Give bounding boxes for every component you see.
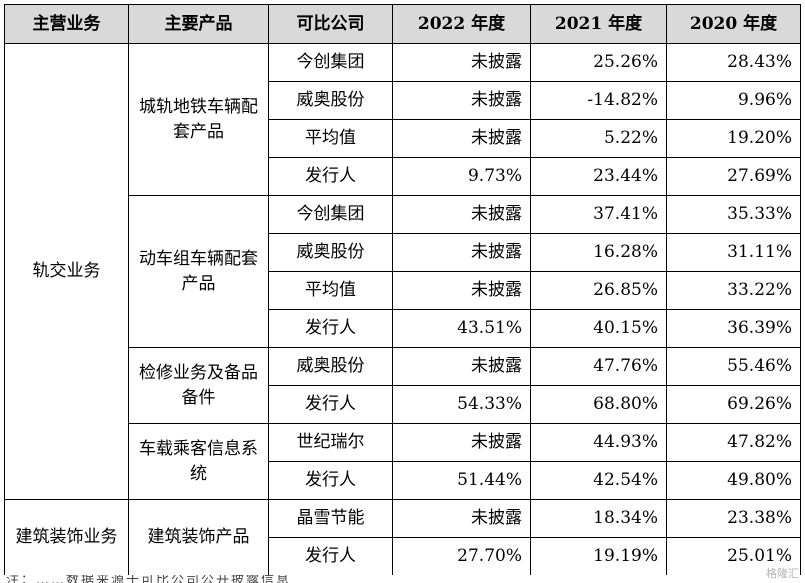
value-2021-cell: 19.19% (530, 537, 667, 576)
company-cell: 威奥股份 (268, 81, 393, 120)
value-2022-cell: 未披露 (392, 81, 531, 120)
value-2021-cell: 44.93% (530, 423, 667, 462)
value-2022-cell: 未披露 (392, 119, 531, 158)
value-2022-cell: 未披露 (392, 423, 531, 462)
value-2020-cell: 47.82% (666, 423, 801, 462)
table-body: 轨交业务 城轨地铁车辆配套产品 今创集团 未披露 25.26% 28.43% 威奥股份 未披露… (4, 43, 801, 576)
value-2021-cell: 47.76% (530, 347, 667, 386)
table-row: 平均值 未披露 5.22% 19.20% (5, 119, 801, 158)
value-2021-cell: 25.26% (530, 43, 667, 82)
value-2022-cell: 未披露 (392, 233, 531, 272)
watermark-logo: 格隆汇 (766, 567, 799, 580)
header-segment: 主营业务 (4, 4, 129, 44)
table-row: 检修业务及备品备件 威奥股份 未披露 47.76% 55.46% (5, 347, 801, 424)
product-cell: 动车组车辆配套产品 (128, 195, 269, 348)
value-2020-cell: 69.26% (666, 385, 801, 424)
header-2020: 2020 年度 (666, 4, 801, 44)
value-2022-cell: 未披露 (392, 347, 531, 386)
value-2020-cell: 23.38% (666, 499, 801, 538)
value-2021-cell: 42.54% (530, 461, 667, 500)
value-2021-cell: 18.34% (530, 499, 667, 538)
value-2022-cell: 43.51% (392, 309, 531, 348)
value-2020-cell: 19.20% (666, 119, 801, 158)
value-2020-cell: 31.11% (666, 233, 801, 272)
header-company: 可比公司 (268, 4, 393, 44)
header-2022: 2022 年度 (392, 4, 531, 44)
product-cell: 城轨地铁车辆配套产品 (128, 43, 269, 196)
value-2021-cell: 40.15% (530, 309, 667, 348)
company-cell: 发行人 (268, 309, 393, 348)
company-cell: 今创集团 (268, 195, 393, 234)
value-2022-cell: 未披露 (392, 271, 531, 310)
value-2021-cell: -14.82% (530, 81, 667, 120)
value-2020-cell: 27.69% (666, 157, 801, 196)
company-cell: 平均值 (268, 119, 393, 158)
comparison-table: 主营业务 主要产品 可比公司 2022 年度 2021 年度 2020 年度 轨… (4, 4, 801, 576)
table-row: 发行人 27.70% 19.19% 25.01% (5, 537, 801, 576)
product-cell: 车载乘客信息系统 (128, 423, 269, 500)
value-2020-cell: 55.46% (666, 347, 801, 386)
header-product: 主要产品 (128, 4, 269, 44)
value-2021-cell: 68.80% (530, 385, 667, 424)
table-row: 发行人 43.51% 40.15% 36.39% (5, 309, 801, 348)
company-cell: 今创集团 (268, 43, 393, 82)
company-cell: 世纪瑞尔 (268, 423, 393, 462)
table-row: 发行人 51.44% 42.54% 49.80% (5, 461, 801, 500)
value-2020-cell: 25.01% (666, 537, 801, 576)
segment-cell: 轨交业务 (4, 43, 129, 500)
table-row: 发行人 54.33% 68.80% 69.26% (5, 385, 801, 424)
product-cell: 建筑装饰产品 (128, 499, 269, 576)
footnote-cut: 注：……数据来源于可比公司公开披露信息 (0, 575, 805, 583)
table-row: 威奥股份 未披露 -14.82% 9.96% (5, 81, 801, 120)
value-2021-cell: 5.22% (530, 119, 667, 158)
value-2022-cell: 27.70% (392, 537, 531, 576)
table-row: 轨交业务 城轨地铁车辆配套产品 今创集团 未披露 25.26% 28.43% (4, 43, 801, 500)
value-2022-cell: 未披露 (392, 43, 531, 82)
value-2022-cell: 未披露 (392, 195, 531, 234)
company-cell: 发行人 (268, 385, 393, 424)
value-2020-cell: 28.43% (666, 43, 801, 82)
value-2021-cell: 26.85% (530, 271, 667, 310)
value-2020-cell: 33.22% (666, 271, 801, 310)
value-2022-cell: 54.33% (392, 385, 531, 424)
value-2020-cell: 36.39% (666, 309, 801, 348)
value-2021-cell: 37.41% (530, 195, 667, 234)
company-cell: 威奥股份 (268, 347, 393, 386)
table-row: 动车组车辆配套产品 今创集团 未披露 37.41% 35.33% (5, 195, 801, 348)
value-2022-cell: 51.44% (392, 461, 531, 500)
company-cell: 发行人 (268, 537, 393, 576)
segment-cell: 建筑装饰业务 (4, 499, 129, 576)
table-row: 平均值 未披露 26.85% 33.22% (5, 271, 801, 310)
value-2022-cell: 9.73% (392, 157, 531, 196)
value-2022-cell: 未披露 (392, 499, 531, 538)
value-2020-cell: 49.80% (666, 461, 801, 500)
company-cell: 发行人 (268, 157, 393, 196)
value-2020-cell: 9.96% (666, 81, 801, 120)
table-row: 威奥股份 未披露 16.28% 31.11% (5, 233, 801, 272)
value-2020-cell: 35.33% (666, 195, 801, 234)
value-2021-cell: 16.28% (530, 233, 667, 272)
company-cell: 晶雪节能 (268, 499, 393, 538)
table-row: 建筑装饰业务 建筑装饰产品 晶雪节能 未披露 18.34% 23.38% (4, 499, 801, 576)
table-row: 发行人 9.73% 23.44% 27.69% (5, 157, 801, 196)
footnote-text: 注：……数据来源于可比公司公开披露信息 (6, 575, 292, 583)
value-2021-cell: 23.44% (530, 157, 667, 196)
header-2021: 2021 年度 (530, 4, 667, 44)
product-cell: 检修业务及备品备件 (128, 347, 269, 424)
company-cell: 平均值 (268, 271, 393, 310)
company-cell: 威奥股份 (268, 233, 393, 272)
company-cell: 发行人 (268, 461, 393, 500)
header-row: 主营业务 主要产品 可比公司 2022 年度 2021 年度 2020 年度 (4, 4, 801, 44)
